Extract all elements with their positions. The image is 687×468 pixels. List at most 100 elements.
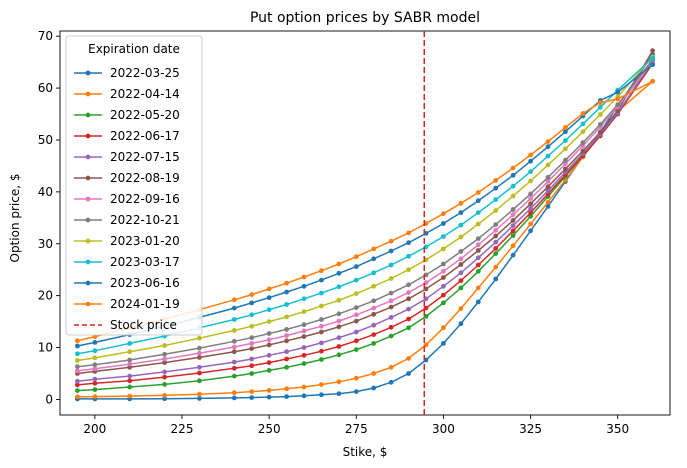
data-point bbox=[371, 332, 377, 337]
x-axis: 200 225 250 275 300 325 350 bbox=[83, 415, 629, 436]
data-point bbox=[127, 373, 133, 379]
data-point bbox=[528, 206, 533, 211]
x-axis-label: Stike, $ bbox=[343, 445, 388, 459]
data-point bbox=[388, 276, 394, 281]
data-point bbox=[353, 277, 359, 283]
legend-box bbox=[65, 35, 203, 336]
data-point bbox=[75, 368, 80, 374]
data-point bbox=[388, 379, 394, 385]
data-point bbox=[475, 236, 481, 242]
data-point bbox=[510, 172, 516, 178]
data-point bbox=[388, 248, 394, 254]
data-point bbox=[545, 144, 551, 150]
legend-item: 2022-08-19 bbox=[74, 171, 180, 185]
data-point bbox=[127, 341, 133, 346]
data-point bbox=[458, 285, 464, 291]
data-point bbox=[493, 264, 499, 270]
data-point bbox=[336, 311, 342, 317]
data-point bbox=[284, 289, 289, 295]
legend-item: 2022-05-20 bbox=[74, 108, 180, 122]
series-2023-01-20 bbox=[75, 54, 655, 363]
data-point bbox=[127, 349, 133, 355]
data-point bbox=[75, 394, 80, 400]
data-point bbox=[388, 298, 394, 304]
data-point bbox=[336, 379, 342, 385]
data-point bbox=[284, 314, 289, 320]
data-point bbox=[545, 162, 551, 168]
data-point bbox=[441, 261, 446, 267]
data-point bbox=[249, 300, 255, 306]
data-point bbox=[353, 389, 359, 394]
data-point bbox=[284, 327, 289, 332]
data-point bbox=[458, 234, 464, 240]
data-point bbox=[406, 306, 411, 312]
data-point bbox=[319, 357, 324, 362]
data-point bbox=[615, 89, 621, 95]
x-tick-label: 325 bbox=[519, 422, 542, 436]
data-point bbox=[127, 361, 133, 367]
data-point bbox=[528, 152, 533, 158]
legend: Expiration date 2022-03-25 2022-04-14 2022-… bbox=[65, 35, 203, 336]
data-point bbox=[353, 338, 359, 344]
data-point bbox=[580, 140, 586, 146]
data-point bbox=[336, 318, 342, 324]
data-point bbox=[475, 248, 481, 253]
data-point bbox=[197, 355, 202, 360]
data-point bbox=[406, 230, 411, 236]
data-point bbox=[475, 242, 481, 248]
chart-title: Put option prices by SABR model bbox=[250, 10, 480, 26]
y-tick-label: 20 bbox=[38, 289, 53, 303]
data-point bbox=[266, 337, 272, 343]
legend-marker bbox=[85, 70, 91, 76]
data-point bbox=[441, 211, 446, 217]
data-point bbox=[75, 388, 80, 393]
legend-item: 2022-07-15 bbox=[74, 150, 180, 164]
data-point bbox=[388, 324, 394, 330]
data-point bbox=[231, 390, 237, 396]
data-point bbox=[406, 296, 411, 302]
data-point bbox=[353, 375, 359, 381]
data-point bbox=[319, 277, 324, 283]
legend-item: 2022-04-14 bbox=[74, 87, 180, 101]
data-point bbox=[371, 385, 377, 391]
data-point bbox=[406, 282, 411, 288]
y-tick-label: 60 bbox=[38, 81, 53, 95]
x-tick-label: 250 bbox=[258, 422, 281, 436]
data-point bbox=[231, 328, 237, 333]
data-point bbox=[266, 394, 272, 400]
data-point bbox=[266, 360, 272, 365]
data-point bbox=[249, 363, 255, 369]
legend-item: Stock price bbox=[74, 318, 177, 332]
data-point bbox=[92, 355, 98, 361]
data-point bbox=[493, 251, 499, 256]
data-point bbox=[284, 356, 289, 362]
legend-marker bbox=[85, 259, 91, 265]
data-point bbox=[406, 253, 411, 259]
legend-item: 2022-09-16 bbox=[74, 192, 180, 206]
series-2024-01-19 bbox=[75, 78, 655, 344]
data-point bbox=[528, 213, 533, 219]
data-point bbox=[231, 344, 237, 350]
data-point bbox=[528, 201, 533, 207]
series-2022-09-16 bbox=[75, 59, 655, 374]
legend-label: 2022-09-16 bbox=[110, 192, 180, 206]
legend-marker bbox=[85, 154, 91, 160]
data-point bbox=[475, 190, 481, 195]
data-point bbox=[528, 228, 533, 234]
data-point bbox=[563, 146, 568, 152]
data-point bbox=[92, 394, 98, 399]
data-point bbox=[388, 238, 394, 244]
data-point bbox=[336, 270, 342, 276]
data-point bbox=[301, 328, 307, 334]
data-point bbox=[336, 284, 342, 290]
x-tick-label: 200 bbox=[83, 422, 106, 436]
data-point bbox=[475, 268, 481, 274]
data-point bbox=[388, 315, 394, 320]
legend-label: 2023-06-16 bbox=[110, 276, 180, 290]
data-point bbox=[92, 380, 98, 386]
data-point bbox=[650, 55, 655, 61]
data-point bbox=[441, 300, 446, 306]
data-point bbox=[231, 338, 237, 344]
data-point bbox=[406, 240, 411, 246]
data-point bbox=[92, 340, 98, 345]
